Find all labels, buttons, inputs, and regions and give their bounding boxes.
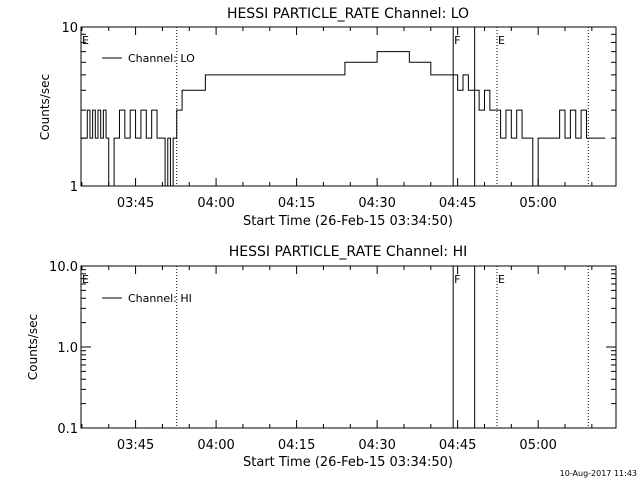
panel-hi-title: HESSI PARTICLE_RATE Channel: HI	[229, 244, 467, 260]
y-tick-label: 10.0	[49, 260, 78, 275]
footer-timestamp: 10-Aug-2017 11:43	[560, 469, 637, 478]
y-tick-label: 1.0	[57, 341, 78, 356]
x-tick-label: 04:45	[439, 196, 476, 211]
panel-lo: HESSI PARTICLE_RATE Channel: LO E F E 03:4…	[38, 6, 617, 229]
y-tick-label: 0.1	[57, 422, 78, 437]
panel-hi-legend: Channel: HI	[102, 292, 192, 305]
x-tick-label: 04:30	[358, 438, 395, 453]
marker-label: E	[82, 273, 89, 286]
panel-hi-ylabel: Counts/sec	[26, 314, 40, 380]
marker-label: E	[498, 34, 505, 47]
panel-hi-ticks	[81, 265, 616, 429]
x-tick-label: 04:15	[278, 438, 315, 453]
panel-hi-plot-frame	[80, 265, 617, 429]
marker-label: F	[454, 273, 460, 286]
panel-hi-tick-labels: 03:45 04:00 04:15 04:30 04:45 05:00 0.1 1.0 10.0	[49, 260, 557, 453]
panel-lo-tick-labels: 03:45 04:00 04:15 04:30 04:45 05:00 1 10	[61, 21, 556, 211]
y-tick-label: 1	[70, 180, 78, 195]
panel-lo-legend: Channel: LO	[102, 52, 195, 65]
y-tick-label: 10	[61, 21, 78, 36]
x-tick-label: 04:30	[358, 196, 395, 211]
panel-lo-ticks	[81, 26, 616, 187]
x-tick-label: 05:00	[519, 196, 556, 211]
panel-lo-series	[81, 51, 606, 187]
series-line-0	[81, 51, 606, 187]
panel-lo-ylabel: Counts/sec	[38, 74, 52, 140]
panel-lo-plot-frame	[80, 26, 617, 187]
panel-lo-title: HESSI PARTICLE_RATE Channel: LO	[227, 6, 469, 22]
marker-label: E	[82, 34, 89, 47]
x-tick-label: 04:00	[197, 438, 234, 453]
marker-label: F	[454, 34, 460, 47]
panel-lo-xlabel: Start Time (26-Feb-15 03:34:50)	[243, 214, 453, 229]
x-tick-label: 04:15	[278, 196, 315, 211]
panel-hi-legend-label: Channel: HI	[128, 292, 192, 305]
x-tick-label: 04:00	[197, 196, 234, 211]
x-tick-label: 03:45	[117, 438, 154, 453]
marker-label: E	[498, 273, 505, 286]
x-tick-label: 03:45	[117, 196, 154, 211]
panel-hi-xlabel: Start Time (26-Feb-15 03:34:50)	[243, 455, 453, 470]
x-tick-label: 04:45	[439, 438, 476, 453]
x-tick-label: 05:00	[519, 438, 556, 453]
panel-lo-legend-label: Channel: LO	[128, 52, 195, 65]
panel-hi: HESSI PARTICLE_RATE Channel: HI E F E 03:4…	[26, 244, 617, 470]
